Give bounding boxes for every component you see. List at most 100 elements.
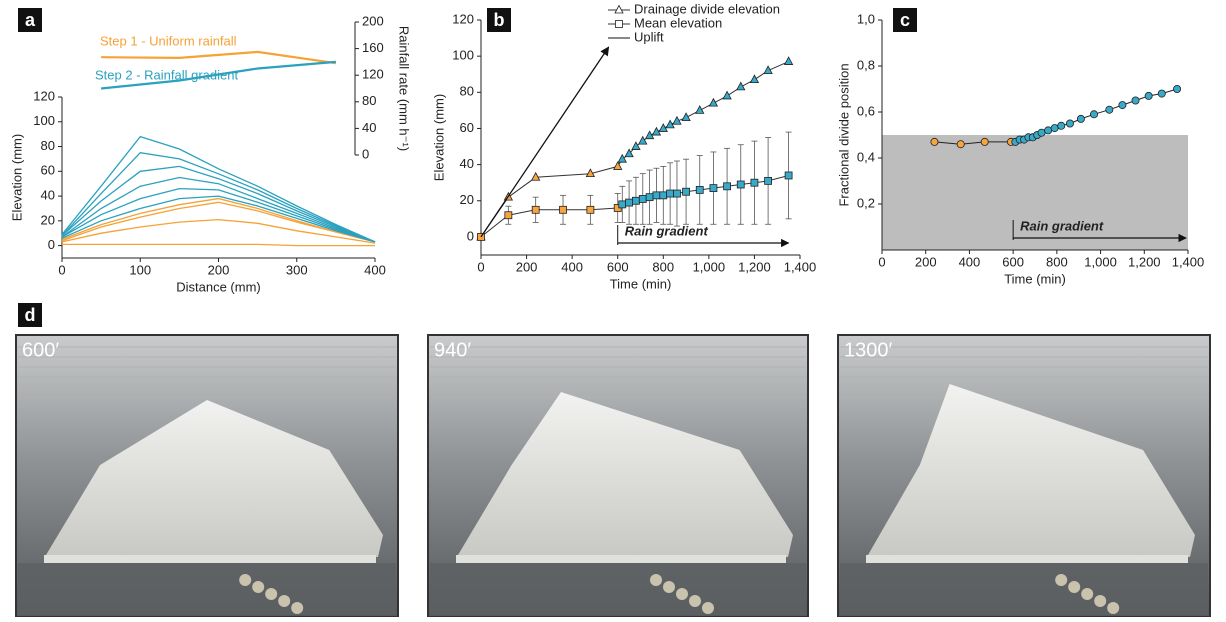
marker [1131, 96, 1140, 105]
y-tick-label: 80 [41, 138, 55, 153]
panel-label-box [18, 303, 42, 327]
marker [736, 180, 745, 189]
tank-front [18, 563, 396, 615]
tank-front [840, 563, 1208, 615]
marker [1057, 121, 1066, 130]
y2-tick-label: 200 [362, 13, 384, 28]
marker [531, 171, 541, 181]
x-tick-label: 1,200 [1128, 254, 1161, 269]
x-tick-label: 800 [652, 259, 674, 274]
x-tick-label: 600 [1002, 254, 1024, 269]
marker [659, 191, 668, 200]
marker [477, 233, 485, 241]
x-axis-label: Distance (mm) [176, 279, 261, 294]
marker [586, 205, 595, 214]
marker [930, 137, 939, 146]
marker [638, 135, 648, 145]
marker [531, 205, 540, 214]
legend-label: Drainage divide elevation [634, 1, 780, 16]
marker [723, 182, 731, 191]
y2-tick-label: 40 [362, 120, 376, 135]
series-line [61, 197, 376, 243]
marker [783, 56, 794, 65]
marker [722, 90, 732, 100]
x-tick-label: 200 [208, 262, 230, 277]
marker [1118, 101, 1127, 110]
outlet [676, 588, 688, 600]
x-tick-label: 0 [477, 259, 484, 274]
marker [682, 187, 690, 196]
series-line [61, 195, 376, 243]
outlet [278, 595, 291, 607]
marker [632, 196, 640, 205]
marker [652, 191, 661, 200]
panel-label: b [494, 10, 505, 30]
outlet [689, 595, 701, 607]
x-tick-label: 400 [561, 259, 583, 274]
model-surface [46, 400, 383, 557]
outlet [265, 588, 278, 600]
y-tick-label: 40 [460, 156, 474, 171]
series-line [61, 218, 376, 244]
marker [1157, 89, 1166, 98]
marker [658, 123, 668, 132]
marker [666, 189, 675, 198]
outlet [1107, 602, 1120, 614]
legend-marker [615, 20, 623, 28]
marker [708, 97, 719, 107]
marker [624, 148, 634, 158]
series-line [62, 243, 375, 247]
marker [638, 195, 647, 203]
model-surface [458, 392, 793, 557]
photo-label: 1300′ [844, 339, 892, 361]
model-front [456, 555, 786, 563]
marker [695, 186, 704, 194]
tank-front [430, 563, 806, 615]
marker [585, 168, 596, 178]
marker [625, 198, 634, 207]
model-surface [868, 384, 1195, 557]
marker [1037, 128, 1046, 137]
y-tick-label: 0,2 [857, 195, 875, 210]
series-annotation: Step 2 - Rainfall gradient [95, 67, 238, 82]
marker [617, 153, 627, 163]
outlet [239, 574, 252, 586]
marker [980, 137, 989, 146]
marker [644, 130, 655, 140]
marker [631, 141, 641, 150]
series-line [61, 187, 376, 243]
outlet [1081, 588, 1094, 600]
marker [1144, 91, 1153, 100]
y-tick-label: 20 [460, 192, 474, 207]
x-tick-label: 1,200 [738, 259, 771, 274]
legend-label: Uplift [634, 29, 664, 44]
marker [736, 81, 746, 91]
y-axis-label: Elevation (mm) [9, 134, 24, 221]
x-tick-label: 200 [516, 259, 538, 274]
series-line [61, 176, 376, 243]
y-tick-label: 0,6 [857, 103, 875, 118]
y-tick-label: 0,4 [857, 149, 875, 164]
x-tick-label: 1,400 [784, 259, 817, 274]
photo-label: 600′ [22, 339, 59, 361]
y-tick-label: 20 [41, 212, 55, 227]
marker [695, 105, 705, 114]
marker [618, 200, 627, 209]
x-axis-label: Time (min) [610, 276, 672, 291]
x-tick-label: 0 [58, 262, 65, 277]
x-tick-label: 800 [1046, 254, 1068, 269]
panel-label: a [25, 10, 36, 30]
outlet [663, 581, 675, 593]
marker [672, 115, 682, 125]
y-axis-label: Elevation (mm) [431, 94, 446, 181]
marker [750, 178, 759, 187]
outlet [702, 602, 714, 614]
x-tick-label: 300 [286, 262, 308, 277]
x-tick-label: 200 [915, 254, 937, 269]
marker [1173, 85, 1182, 94]
y-tick-label: 0 [48, 237, 55, 252]
photo: 600′ [15, 334, 399, 618]
rain-gradient-label: Rain gradient [625, 223, 709, 238]
series-line [100, 60, 336, 90]
